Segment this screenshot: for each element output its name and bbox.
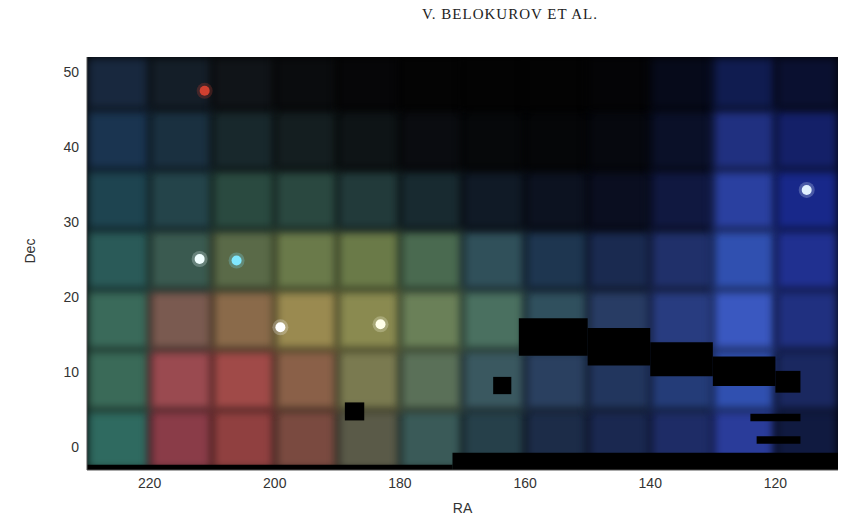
svg-text:140: 140 bbox=[639, 475, 663, 491]
svg-text:Dec: Dec bbox=[22, 239, 38, 264]
html-text:V. BELOKUROV ET AL.: V. BELOKUROV ET AL. bbox=[421, 6, 598, 22]
svg-text:10: 10 bbox=[63, 364, 79, 380]
svg-text:40: 40 bbox=[63, 139, 79, 155]
svg-text:30: 30 bbox=[63, 214, 79, 230]
svg-text:160: 160 bbox=[513, 475, 537, 491]
svg-text:RA: RA bbox=[453, 500, 473, 516]
svg-text:120: 120 bbox=[764, 475, 788, 491]
svg-text:20: 20 bbox=[63, 289, 79, 305]
svg-text:50: 50 bbox=[63, 64, 79, 80]
svg-text:200: 200 bbox=[263, 475, 287, 491]
svg-text:180: 180 bbox=[388, 475, 412, 491]
svg-text:220: 220 bbox=[138, 475, 162, 491]
svg-text:0: 0 bbox=[71, 439, 79, 455]
